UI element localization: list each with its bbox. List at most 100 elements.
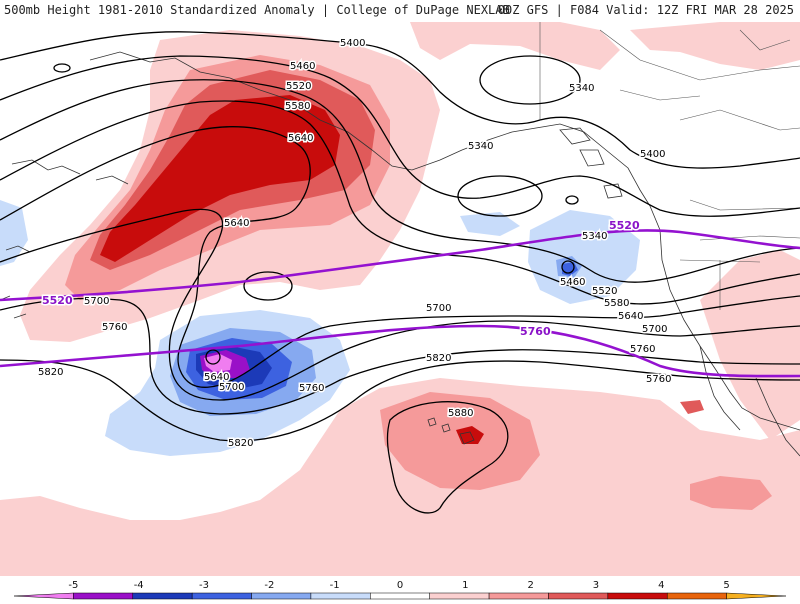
svg-text:5400: 5400 [340,38,365,49]
contour-label: 5340 [468,141,493,152]
colorbar-tick-label: 5 [723,580,729,591]
contour-label: 5520 [286,81,311,92]
svg-text:5520: 5520 [42,294,73,307]
svg-text:5340: 5340 [582,231,607,242]
contour-label: 5640 [618,311,643,322]
svg-text:5400: 5400 [640,149,665,160]
contour-label: 5700 [84,296,109,307]
contour-label: 5760 [299,383,324,394]
colorbar-tick-label: -5 [68,580,78,591]
contour-label: 5700 [426,303,451,314]
contour-label: 5340 [582,231,607,242]
highlight-contour-label: 5520 [609,219,640,232]
contour-label: 5400 [640,149,665,160]
colorbar-tick-label: -3 [199,580,209,591]
low-center-contour [561,260,575,274]
svg-text:5580: 5580 [285,101,310,112]
svg-text:5460: 5460 [560,277,585,288]
north-america-coastline [649,205,800,431]
positive-anomaly-shading [730,296,780,330]
svg-text:5760: 5760 [102,322,127,333]
svg-text:5760: 5760 [630,344,655,355]
positive-anomaly-shading [690,476,772,510]
contour-5520 [0,79,800,283]
map-title: 500mb Height 1981-2010 Standardized Anom… [4,3,510,17]
low-center-contour [205,349,221,365]
positive-anomaly-shading [100,95,340,262]
positive-anomaly-shading [680,400,704,414]
colorbar-tick-label: 0 [397,580,403,591]
contour-5640 [0,126,800,388]
colorbar-swatch [13,592,74,600]
svg-text:5760: 5760 [299,383,324,394]
colorbar-swatch [251,592,312,600]
positive-anomaly-shading [410,22,620,70]
contour-5820 [0,359,800,442]
map-canvas: 5400 5400 5460 5460 5520 5520 5580 5580 … [0,22,800,576]
height-contours [0,31,800,514]
svg-text:5760: 5760 [520,325,551,338]
baja-coastline [699,345,800,457]
svg-text:5820: 5820 [228,438,253,449]
closed-contour [53,63,71,73]
svg-text:5760: 5760 [646,374,671,385]
aleutian-islands [0,159,129,319]
colorbar-swatch [370,592,430,600]
svg-text:5700: 5700 [642,324,667,335]
contour-5760 [0,297,800,415]
colorbar-tick-label: 4 [658,580,664,591]
colorbar-tick-label: -2 [264,580,274,591]
colorbar-swatch [310,592,371,600]
canada-interior-lines [539,22,800,310]
anomaly-colorbar: -5 -4 -3 -2 -1 0 1 2 3 4 5 [0,576,800,600]
svg-text:5340: 5340 [569,83,594,94]
contour-label: 5760 [102,322,127,333]
colorbar-ticks: -5 -4 -3 -2 -1 0 1 2 3 4 5 [68,580,729,591]
highlight-contour-label: 5520 [42,294,73,307]
contour-label: 5820 [228,438,253,449]
svg-text:5820: 5820 [426,353,451,364]
contour-5880 [386,401,509,514]
highlight-contour-label: 5760 [520,325,551,338]
colorbar-swatch [607,592,668,600]
positive-anomaly-shading [0,378,800,576]
colorbar-canvas: -5 -4 -3 -2 -1 0 1 2 3 4 5 [13,580,787,600]
contour-label: 5640 [224,218,249,229]
contour-label: 5640 [288,133,313,144]
svg-text:5640: 5640 [224,218,249,229]
negative-anomaly-shading [460,212,520,236]
positive-anomaly-shading [456,426,484,444]
contour-5460 [0,55,800,217]
map-header: 500mb Height 1981-2010 Standardized Anom… [0,0,800,22]
svg-text:5580: 5580 [604,298,629,309]
svg-text:5700: 5700 [219,382,244,393]
contour-5700 [0,208,800,401]
closed-contour [565,195,579,205]
colorbar-tick-label: 2 [527,580,533,591]
colorbar-tick-label: -1 [330,580,340,591]
positive-anomaly-shading [630,22,800,70]
contour-label: 5640 [204,372,229,383]
closed-contour [457,175,543,217]
closed-contour [479,55,581,105]
contour-5760-highlight [0,324,800,378]
colorbar-swatch [666,592,727,600]
positive-anomaly-shading [700,250,800,440]
colorbar-swatch [488,592,549,600]
colorbar-tick-label: 3 [593,580,599,591]
contour-label: 5460 [560,277,585,288]
contour-labels: 5400 5400 5460 5460 5520 5520 5580 5580 … [37,37,673,451]
contour-label: 5760 [646,374,671,385]
colorbar-swatch [548,592,609,600]
svg-text:5520: 5520 [592,286,617,297]
contour-label: 5820 [426,353,451,364]
highlight-contours [0,229,800,378]
svg-text:5460: 5460 [290,61,315,72]
contour-5400 [0,31,800,169]
svg-text:5640: 5640 [618,311,643,322]
contour-label: 5520 [592,286,617,297]
alaska-coastline [89,51,651,207]
svg-text:5520: 5520 [609,219,640,232]
contour-label: 5880 [448,408,473,419]
svg-text:5700: 5700 [426,303,451,314]
